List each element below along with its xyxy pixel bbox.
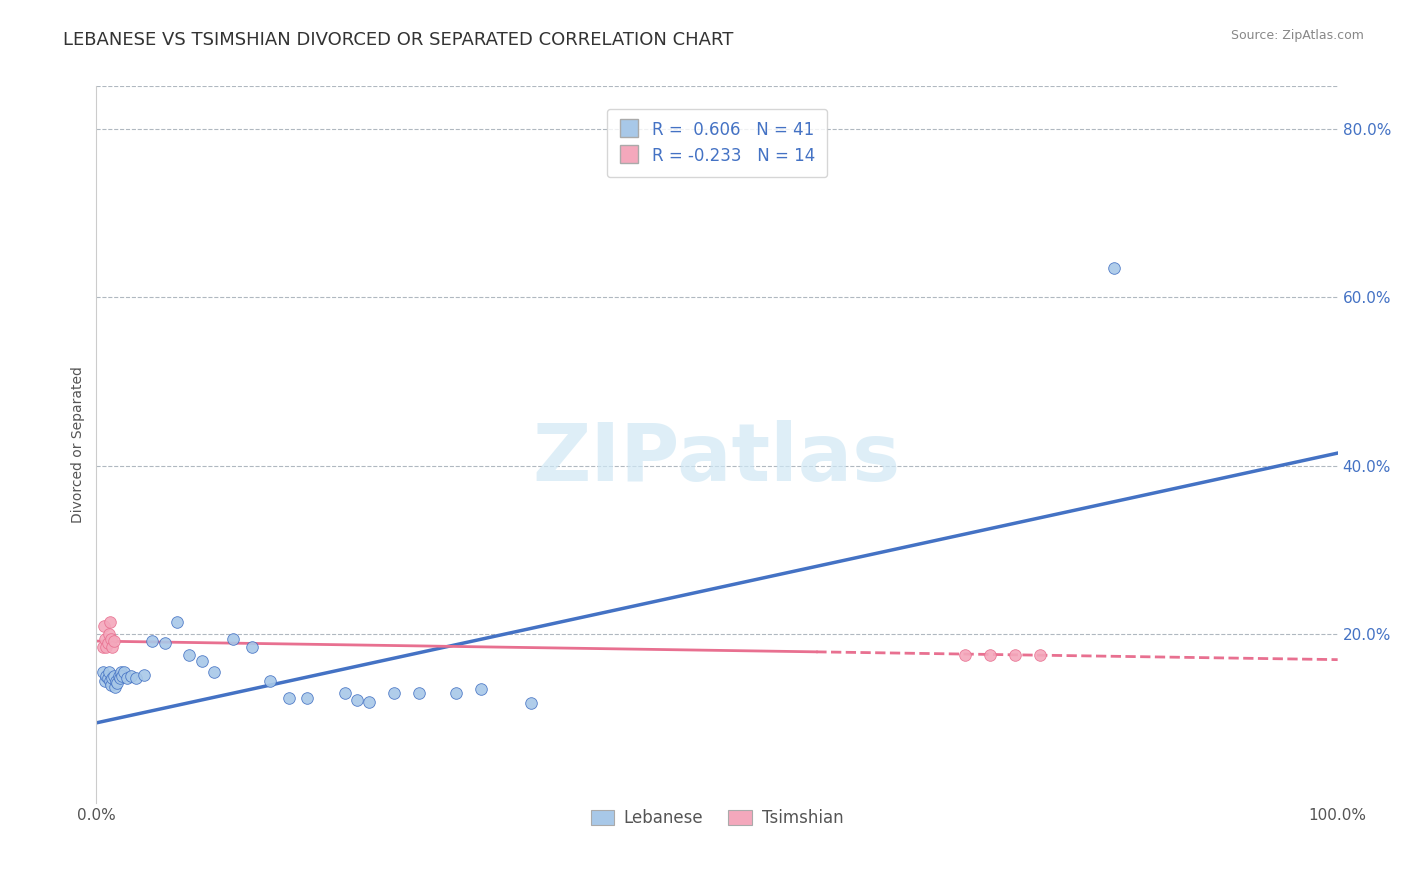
Text: ZIPatlas: ZIPatlas (533, 420, 901, 498)
Point (222, 632, 245, 646)
Point (94, 632, 117, 646)
Point (104, 680, 127, 694)
Point (97, 627, 120, 641)
Point (98, 615, 121, 629)
Point (91, 665, 114, 680)
Point (179, 648, 201, 663)
Point (297, 690, 319, 705)
Point (191, 654, 214, 668)
Point (125, 671, 148, 685)
Point (112, 665, 135, 680)
Point (202, 665, 225, 680)
Point (107, 669, 129, 683)
Point (520, 697, 543, 711)
Point (166, 615, 188, 629)
Text: LEBANESE VS TSIMSHIAN DIVORCED OR SEPARATED CORRELATION CHART: LEBANESE VS TSIMSHIAN DIVORCED OR SEPARA… (63, 31, 734, 49)
Point (96, 640, 118, 654)
Point (470, 682, 492, 697)
Point (979, 648, 1001, 663)
Point (1102, 260, 1125, 275)
Point (1028, 648, 1050, 663)
Point (110, 665, 132, 680)
Point (94, 673, 117, 688)
Point (107, 676, 129, 690)
Point (333, 686, 356, 700)
Point (111, 669, 134, 683)
Point (408, 686, 430, 700)
Text: Source: ZipAtlas.com: Source: ZipAtlas.com (1230, 29, 1364, 42)
Point (96, 671, 118, 685)
Point (103, 634, 125, 648)
Point (446, 686, 468, 700)
Point (277, 690, 299, 705)
Point (103, 669, 125, 683)
Point (97, 665, 120, 680)
Point (359, 695, 381, 709)
Point (98, 673, 121, 688)
Point (117, 671, 139, 685)
Point (91, 640, 114, 654)
Point (1004, 648, 1026, 663)
Legend: Lebanese, Tsimshian: Lebanese, Tsimshian (583, 803, 851, 834)
Point (259, 673, 281, 688)
Point (240, 640, 263, 654)
Point (120, 669, 142, 683)
Point (93, 619, 115, 633)
Point (153, 636, 176, 650)
Point (96, 669, 118, 683)
Point (141, 634, 163, 648)
Point (101, 640, 124, 654)
Point (132, 668, 155, 682)
Point (101, 671, 124, 685)
Point (346, 693, 368, 707)
Point (100, 678, 122, 692)
Point (382, 686, 405, 700)
Point (100, 632, 122, 646)
Point (108, 671, 131, 685)
Y-axis label: Divorced or Separated: Divorced or Separated (72, 367, 86, 523)
Point (96, 636, 118, 650)
Point (955, 648, 977, 663)
Point (105, 673, 128, 688)
